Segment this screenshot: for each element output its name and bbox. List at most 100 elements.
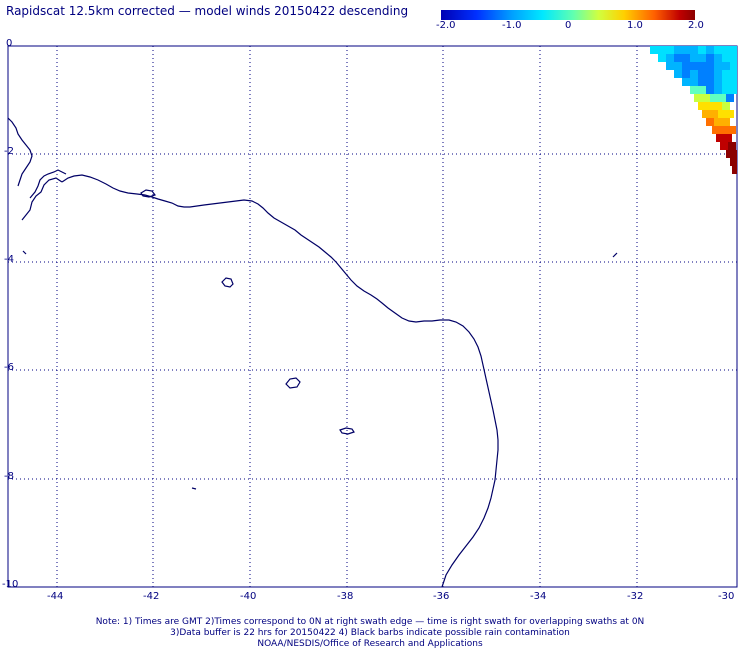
coastline (7, 117, 618, 588)
swath-cell (722, 78, 730, 86)
swath-cell (674, 54, 682, 62)
lon-tick-label: -40 (240, 591, 257, 602)
swath-cell (690, 54, 698, 62)
swath-cell (698, 46, 706, 54)
swath-cell (714, 54, 722, 62)
swath-cell (722, 70, 730, 78)
swath-cell (682, 54, 690, 62)
swath-cell (666, 46, 674, 54)
swath-cell (706, 86, 714, 94)
island (612, 252, 618, 258)
swath-cell (682, 70, 690, 78)
island (191, 487, 197, 490)
swath-cell (720, 126, 728, 134)
swath-cell (718, 110, 726, 118)
lat-tick-label: -8 (4, 471, 14, 482)
swath-cell (734, 150, 737, 158)
swath-cell (722, 86, 730, 94)
swath-cell (702, 94, 710, 102)
island (285, 377, 301, 389)
island (339, 427, 355, 435)
colorbar-tick-label: -1.0 (502, 20, 522, 31)
graticule (8, 46, 737, 587)
swath-cell (716, 134, 724, 142)
lon-tick-label: -42 (143, 591, 160, 602)
note-line: Note: 1) Times are GMT 2)Times correspon… (95, 617, 645, 627)
colorbar-tick-label: 0 (565, 20, 572, 31)
swath-cell (682, 46, 690, 54)
swath-cell (682, 62, 690, 70)
lat-tick-label: -4 (4, 254, 14, 265)
swath-cell (730, 46, 737, 54)
lat-tick-label: 0 (6, 38, 13, 49)
swath-cell (706, 54, 714, 62)
swath-cell (650, 46, 658, 54)
swath-cell (722, 118, 730, 126)
swath-cell (730, 62, 737, 70)
swath-cell (666, 54, 674, 62)
coastline-mainland (61, 174, 499, 588)
lat-tick-label: -6 (4, 362, 14, 373)
swath-cell (712, 126, 720, 134)
swath-cell (702, 110, 710, 118)
swath-cell (706, 78, 714, 86)
map-frame (7, 45, 738, 588)
swath-cell (722, 102, 730, 110)
swath-cell (690, 78, 698, 86)
lon-tick-label: -32 (627, 591, 644, 602)
swath-cell (726, 94, 734, 102)
swath-cell (698, 62, 706, 70)
note-line: NOAA/NESDIS/Office of Research and Appli… (257, 639, 483, 649)
swath-cell (728, 126, 736, 134)
swath-cell (658, 54, 666, 62)
swath-cell (706, 70, 714, 78)
swath-cell (690, 86, 698, 94)
lon-tick-label: -38 (337, 591, 354, 602)
colorbar (441, 10, 695, 20)
footer-notes: Note: 1) Times are GMT 2)Times correspon… (0, 617, 740, 650)
swath-cell (726, 110, 734, 118)
chart-title: Rapidscat 12.5km corrected — model winds… (6, 4, 409, 18)
swath-cell (694, 94, 702, 102)
swath-cell (698, 86, 706, 94)
swath-cell (710, 110, 718, 118)
swath-cell (710, 94, 718, 102)
swath-cell (730, 70, 737, 78)
colorbar-tick-label: 1.0 (627, 20, 643, 31)
swath-cell (698, 70, 706, 78)
coastline-amapa (7, 117, 33, 187)
wind-swath (650, 46, 737, 174)
swath-cell (728, 142, 736, 150)
swath-cell (722, 62, 730, 70)
swath-cell (698, 54, 706, 62)
swath-cell (690, 70, 698, 78)
swath-cell (732, 166, 737, 174)
swath-cell (698, 102, 706, 110)
swath-cell (714, 62, 722, 70)
swath-cell (690, 62, 698, 70)
swath-cell (714, 70, 722, 78)
swath-cell (714, 102, 722, 110)
swath-cell (730, 158, 737, 166)
swath-cell (682, 78, 690, 86)
island (221, 277, 234, 288)
swath-cell (698, 78, 706, 86)
lon-tick-label: -34 (530, 591, 547, 602)
lat-tick-label: -10 (2, 579, 19, 590)
swath-cell (666, 62, 674, 70)
lat-tick-label: -2 (4, 146, 14, 157)
swath-cell (726, 150, 734, 158)
coastline-marajo (21, 169, 67, 221)
swath-cell (706, 118, 714, 126)
island (22, 250, 27, 255)
swath-cell (730, 78, 737, 86)
swath-cell (674, 62, 682, 70)
swath-cell (718, 94, 726, 102)
swath-cell (722, 54, 730, 62)
swath-cell (706, 62, 714, 70)
swath-cell (720, 142, 728, 150)
swath-cell (706, 46, 714, 54)
swath-cell (706, 102, 714, 110)
swath-cell (714, 86, 722, 94)
